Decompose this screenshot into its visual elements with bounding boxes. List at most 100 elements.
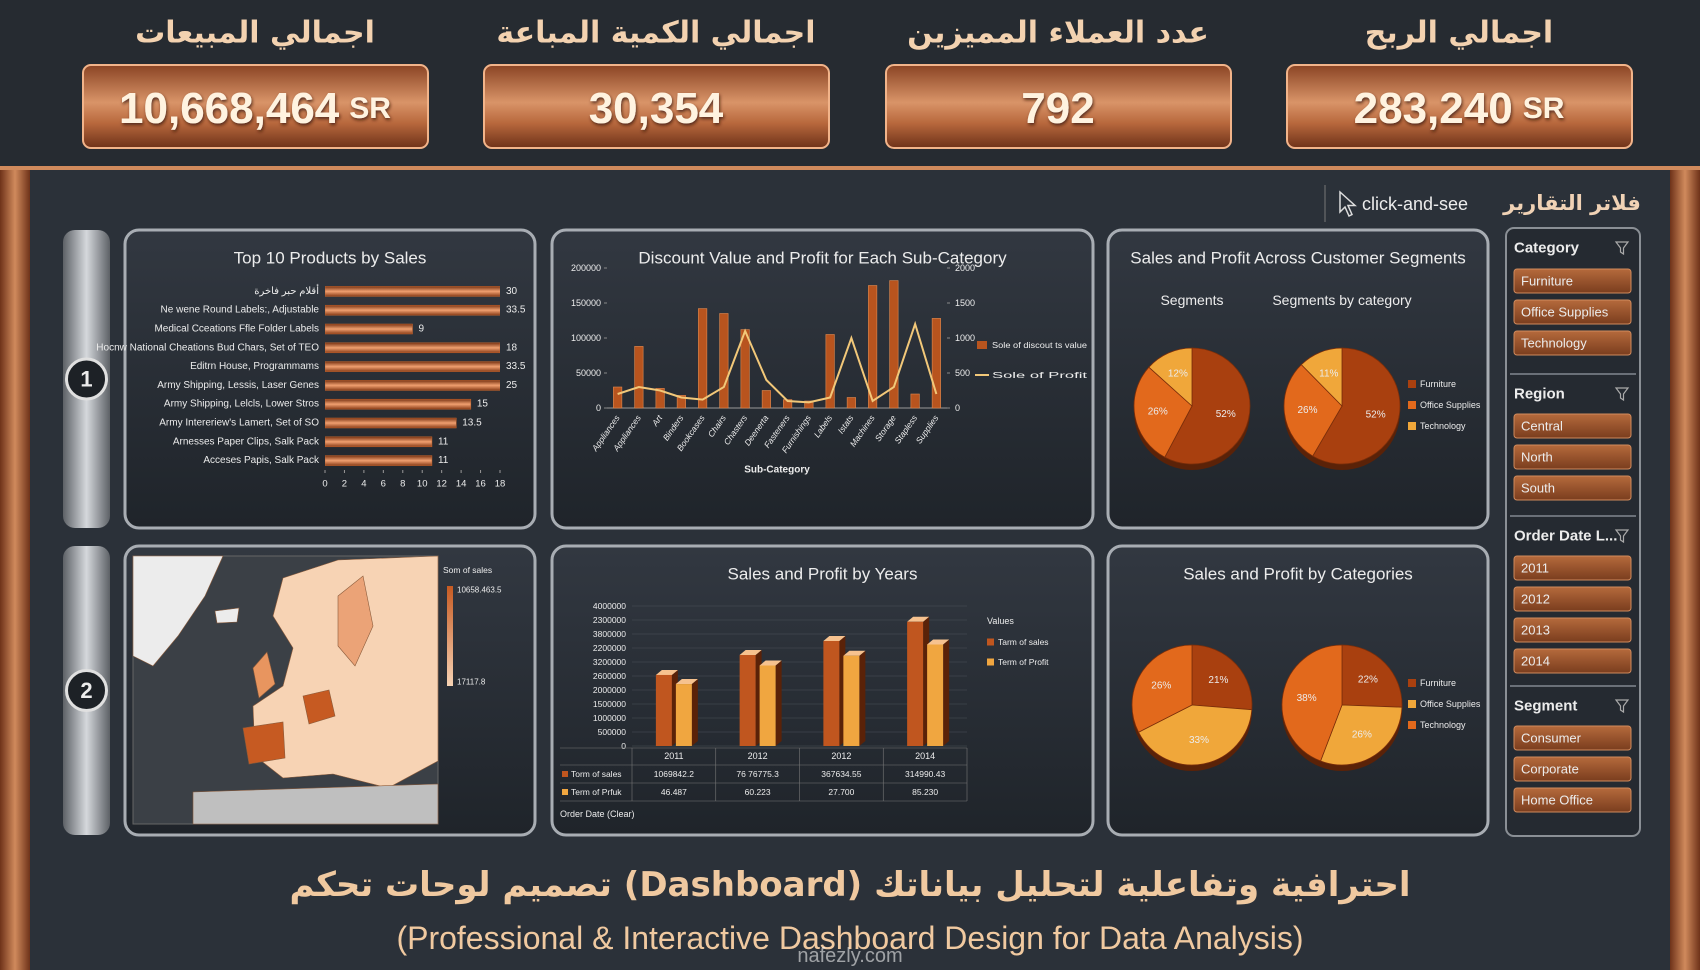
y-tick-label: Army Shipping, Lessis, Laser Genes (157, 380, 319, 391)
slicer-item[interactable]: South (1521, 481, 1555, 496)
slicer-button[interactable] (1513, 444, 1632, 470)
bar-top (907, 616, 930, 622)
slicer-button[interactable] (1513, 586, 1632, 612)
legend-swatch (977, 341, 987, 349)
legend-label: Term of Profit (998, 657, 1049, 667)
slicer-button[interactable] (1513, 330, 1632, 356)
slicer-item[interactable]: 2012 (1521, 592, 1550, 607)
kpi-label: اجمالي الكمية المباعة (496, 16, 815, 51)
table-swatch (562, 789, 568, 795)
table-cell: 76 76775.3 (736, 769, 779, 779)
bar (907, 621, 924, 746)
filter-icon[interactable] (1614, 241, 1630, 256)
y-tick-label: 2600000 (593, 671, 626, 681)
y-tick-label: 500000 (598, 727, 627, 737)
data-label: 33.5 (506, 305, 526, 316)
slicer-item[interactable]: Furniture (1521, 274, 1573, 289)
bar (655, 388, 665, 409)
chart-title: Top 10 Products by Sales (234, 249, 427, 268)
y-tick-label: Army Intereriew's Lamert, Set of SO (159, 418, 319, 429)
y-tick-label: Acceses Papis, Salk Pack (203, 455, 320, 466)
kpi-value: 283,240 SR (1354, 84, 1565, 133)
slicer-item[interactable]: Home Office (1521, 793, 1593, 808)
panel (550, 544, 1095, 837)
x-tick-label: 4 (361, 479, 366, 490)
chart-title: Sales and Profit Across Customer Segment… (1130, 249, 1465, 268)
slicer-button[interactable] (1513, 555, 1632, 581)
bar (759, 665, 776, 746)
legend-label: Office Supplies (1420, 400, 1481, 410)
slicer-item[interactable]: Consumer (1521, 731, 1582, 746)
slicer-button[interactable] (1513, 725, 1632, 751)
data-label: 18 (506, 342, 518, 353)
y2-tick-label: 0 (955, 403, 960, 413)
y-tick-label: 1500000 (593, 699, 626, 709)
slicer-item[interactable]: Corporate (1521, 762, 1579, 777)
slicer-button[interactable] (1513, 413, 1632, 439)
bar (325, 304, 500, 316)
slicer-item[interactable]: Office Supplies (1521, 305, 1609, 320)
bar (889, 280, 899, 409)
data-label: 11 (438, 455, 449, 466)
kpi-number: 30,354 (589, 84, 724, 133)
y-tick-label: Editrn House, Programmams (190, 361, 319, 372)
legend-swatch (987, 638, 994, 646)
table-cell: 85.230 (912, 787, 938, 797)
legend-swatch (1408, 721, 1416, 729)
y-tick-label: 3200000 (593, 657, 626, 667)
data-label: 13.5 (462, 418, 482, 429)
bar (843, 655, 860, 746)
slicer-item[interactable]: 2013 (1521, 623, 1550, 638)
slicer-button[interactable] (1513, 299, 1632, 325)
x-tick-label: 2012 (831, 751, 851, 761)
filter-icon[interactable] (1614, 529, 1630, 544)
slicer-item[interactable]: North (1521, 450, 1553, 465)
y-tick-label: 2000000 (593, 685, 626, 695)
slicer-title: Region (1514, 386, 1565, 403)
data-label: 26% (1151, 681, 1171, 692)
x-axis-label: Sub-Category (744, 465, 810, 476)
slicer-title: Category (1514, 240, 1580, 257)
slicer-button[interactable] (1513, 787, 1632, 813)
filter-icon[interactable] (1614, 699, 1630, 714)
table-cell: 367634.55 (821, 769, 861, 779)
slicer-button[interactable] (1513, 475, 1632, 501)
slicer-item[interactable]: Central (1521, 419, 1563, 434)
slicer-button[interactable] (1513, 648, 1632, 674)
pie-slice (1133, 366, 1193, 458)
data-label: 25 (506, 380, 518, 391)
kpi-number: 10,668,464 (119, 84, 340, 133)
data-label: 38% (1297, 693, 1317, 704)
panel (123, 228, 537, 530)
bar-top (739, 650, 762, 655)
table-cell: 314990.43 (905, 769, 945, 779)
y2-tick-label: 1500 (955, 298, 975, 308)
data-label: 11 (438, 436, 449, 447)
slicer-item[interactable]: 2014 (1521, 654, 1550, 669)
map-region (214, 607, 240, 624)
footnote: Order Date (Clear) (560, 809, 635, 819)
table-cell: 46.487 (661, 787, 687, 797)
slicer-button[interactable] (1513, 756, 1632, 782)
slicer-button[interactable] (1513, 268, 1632, 294)
y-tick-label: 4000000 (593, 601, 626, 611)
y-tick-label: 0 (596, 403, 601, 413)
map-region (132, 555, 224, 667)
bar (325, 286, 500, 297)
bar-side (691, 679, 698, 746)
pie-subtitle: Segments (1160, 292, 1223, 308)
pie-slice (1283, 364, 1343, 457)
slicer-item[interactable]: 2011 (1521, 561, 1549, 576)
side-strip (1670, 170, 1700, 970)
table-swatch (562, 771, 568, 777)
slicer-button[interactable] (1513, 617, 1632, 643)
table-row-label: Torm of sales (571, 769, 622, 779)
slicer-item[interactable]: Technology (1521, 336, 1587, 351)
legend-label: Sole of discout ts value (992, 340, 1087, 350)
filter-icon[interactable] (1614, 387, 1630, 402)
pie-slice (1138, 704, 1253, 766)
bar (613, 386, 623, 409)
data-label: 21% (1208, 675, 1228, 686)
y-tick-label: Arnesses Paper Clips, Salk Pack (173, 436, 320, 447)
